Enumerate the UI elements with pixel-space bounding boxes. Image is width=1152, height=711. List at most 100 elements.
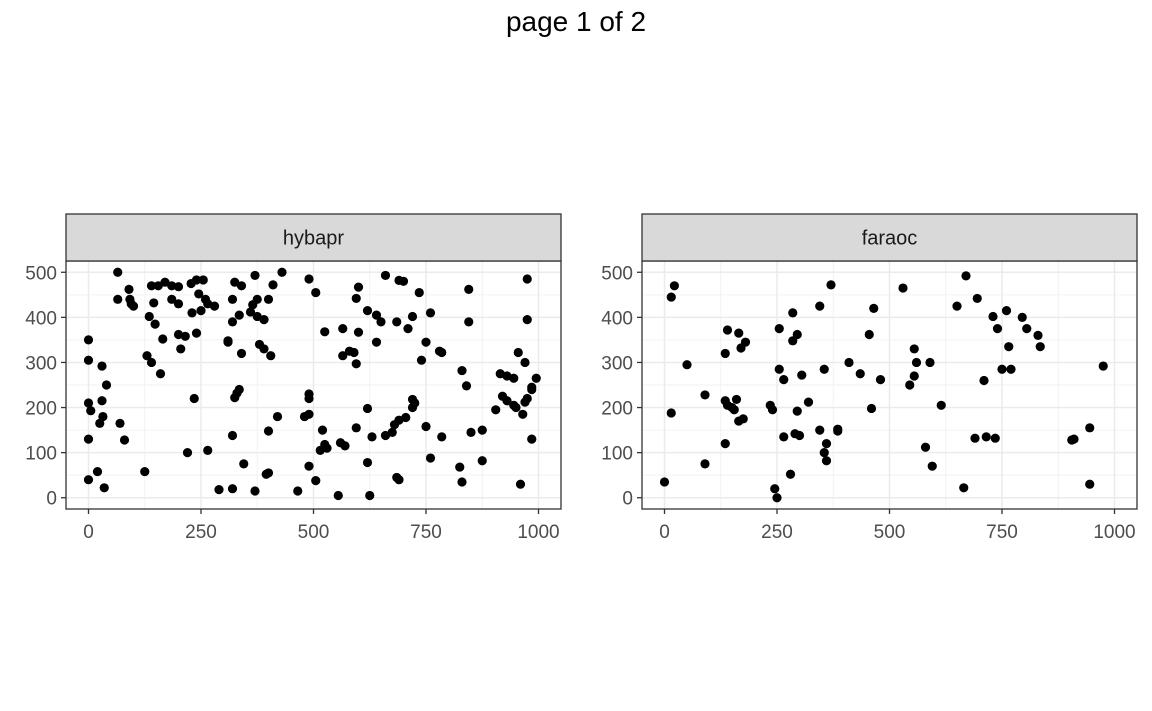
x-tick-label: 500 — [874, 522, 906, 543]
data-point — [997, 364, 1007, 374]
data-point — [317, 425, 328, 435]
data-point — [720, 348, 730, 359]
data-point — [421, 337, 431, 347]
data-point — [414, 287, 424, 298]
data-point — [99, 483, 109, 493]
data-point — [1085, 423, 1095, 433]
data-point — [362, 306, 373, 316]
x-tick-label: 250 — [185, 522, 217, 543]
data-point — [905, 380, 915, 390]
data-point — [461, 381, 472, 391]
data-point — [234, 310, 244, 320]
data-point — [455, 462, 465, 472]
data-point — [513, 347, 523, 358]
data-point — [338, 324, 348, 334]
data-point — [311, 287, 321, 298]
data-point — [304, 409, 314, 419]
data-point — [83, 434, 94, 444]
data-point — [988, 311, 998, 322]
data-point — [803, 397, 814, 407]
data-point — [700, 459, 710, 469]
facet-strip — [641, 213, 1138, 262]
y-tick-label: 0 — [622, 489, 633, 510]
data-point — [669, 281, 680, 291]
data-point — [826, 280, 836, 290]
data-point — [729, 405, 739, 415]
data-point — [491, 405, 501, 415]
data-point — [815, 425, 825, 435]
data-point — [223, 337, 233, 347]
data-point — [277, 267, 287, 277]
data-point — [142, 351, 152, 361]
data-point — [376, 317, 386, 327]
data-point — [925, 357, 935, 368]
data-point — [198, 275, 208, 285]
data-point — [731, 394, 742, 405]
data-point — [464, 284, 474, 295]
y-tick-label: 400 — [601, 308, 633, 329]
x-tick-label: 250 — [761, 522, 793, 543]
data-point — [509, 373, 519, 383]
y-tick-label: 0 — [46, 489, 57, 510]
data-point — [821, 456, 832, 466]
data-point — [259, 315, 269, 325]
data-point — [990, 433, 1000, 443]
data-point — [522, 315, 532, 325]
data-point — [362, 457, 373, 468]
data-point — [1085, 479, 1095, 489]
data-point — [351, 293, 361, 304]
data-point — [522, 274, 532, 284]
data-point — [1098, 361, 1108, 371]
data-point — [421, 421, 431, 432]
data-point — [394, 475, 404, 485]
data-point — [371, 310, 382, 320]
data-point — [734, 328, 744, 338]
data-point — [293, 486, 303, 496]
data-point — [779, 374, 789, 385]
data-point — [304, 461, 314, 471]
data-point — [387, 427, 397, 437]
data-point — [425, 453, 436, 463]
x-tick-label: 750 — [410, 522, 442, 543]
data-point — [666, 292, 676, 302]
data-point — [792, 406, 802, 416]
data-point — [128, 301, 139, 311]
data-point — [398, 276, 409, 286]
data-point — [464, 317, 474, 327]
x-tick-label: 1000 — [1093, 522, 1135, 543]
y-tick-label: 100 — [601, 444, 633, 465]
y-tick-label: 500 — [601, 263, 633, 284]
data-point — [155, 369, 166, 379]
data-point — [189, 393, 199, 404]
data-point — [855, 369, 865, 379]
data-point — [410, 398, 420, 408]
data-point — [477, 456, 487, 466]
data-point — [666, 408, 676, 418]
data-point — [115, 418, 125, 428]
data-point — [227, 484, 238, 494]
data-point — [466, 427, 476, 437]
y-tick-label: 400 — [25, 308, 57, 329]
data-point — [437, 432, 447, 442]
data-point — [250, 270, 260, 281]
data-point — [351, 423, 361, 433]
data-point — [146, 357, 157, 368]
data-point — [531, 373, 541, 383]
data-point — [1035, 342, 1045, 352]
data-point — [720, 439, 730, 449]
data-point — [952, 301, 962, 311]
data-point — [457, 365, 467, 376]
data-point — [401, 412, 411, 423]
data-point — [119, 435, 130, 445]
data-point — [180, 331, 190, 341]
data-point — [819, 448, 829, 458]
data-point — [86, 406, 96, 416]
data-point — [263, 426, 274, 436]
data-point — [403, 324, 413, 334]
data-point — [351, 359, 361, 369]
data-point — [869, 303, 879, 313]
data-point — [722, 325, 733, 335]
data-point — [416, 355, 427, 365]
data-point — [146, 281, 157, 291]
